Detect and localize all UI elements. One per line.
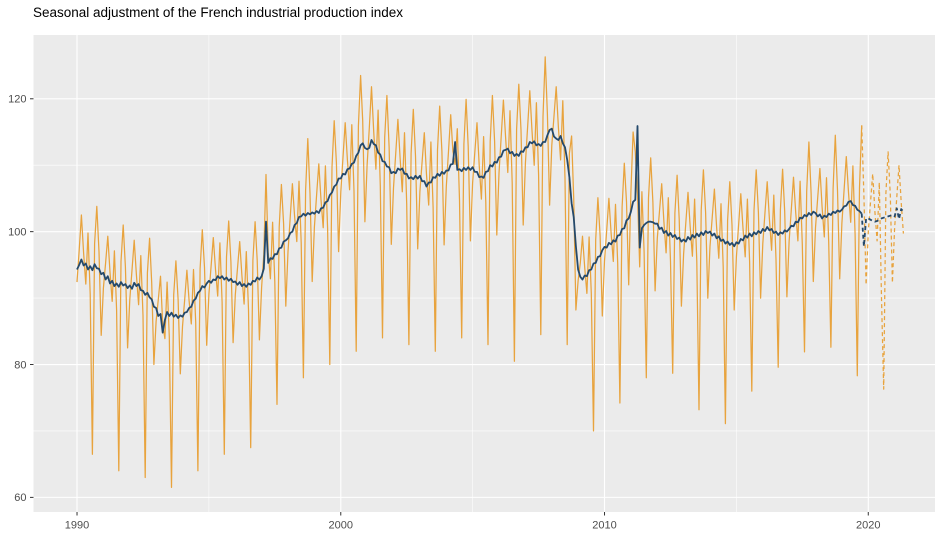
y-tick-label: 100 — [8, 226, 26, 238]
adjusted-series-line — [76, 125, 863, 334]
x-tick-label: 2020 — [856, 520, 880, 532]
adjusted-series-forecast-line — [860, 207, 905, 248]
y-tick-label: 80 — [14, 359, 26, 371]
chart-title: Seasonal adjustment of the French indust… — [33, 5, 403, 20]
x-tick-label: 1990 — [65, 520, 89, 532]
x-tick-label: 2010 — [592, 520, 616, 532]
y-tick-label: 60 — [14, 492, 26, 504]
raw-series-forecast-line — [861, 125, 905, 390]
y-tick-label: 120 — [8, 94, 26, 106]
raw-series-line — [76, 56, 863, 489]
plot-panel — [33, 35, 935, 512]
x-tick-label: 2000 — [329, 520, 353, 532]
